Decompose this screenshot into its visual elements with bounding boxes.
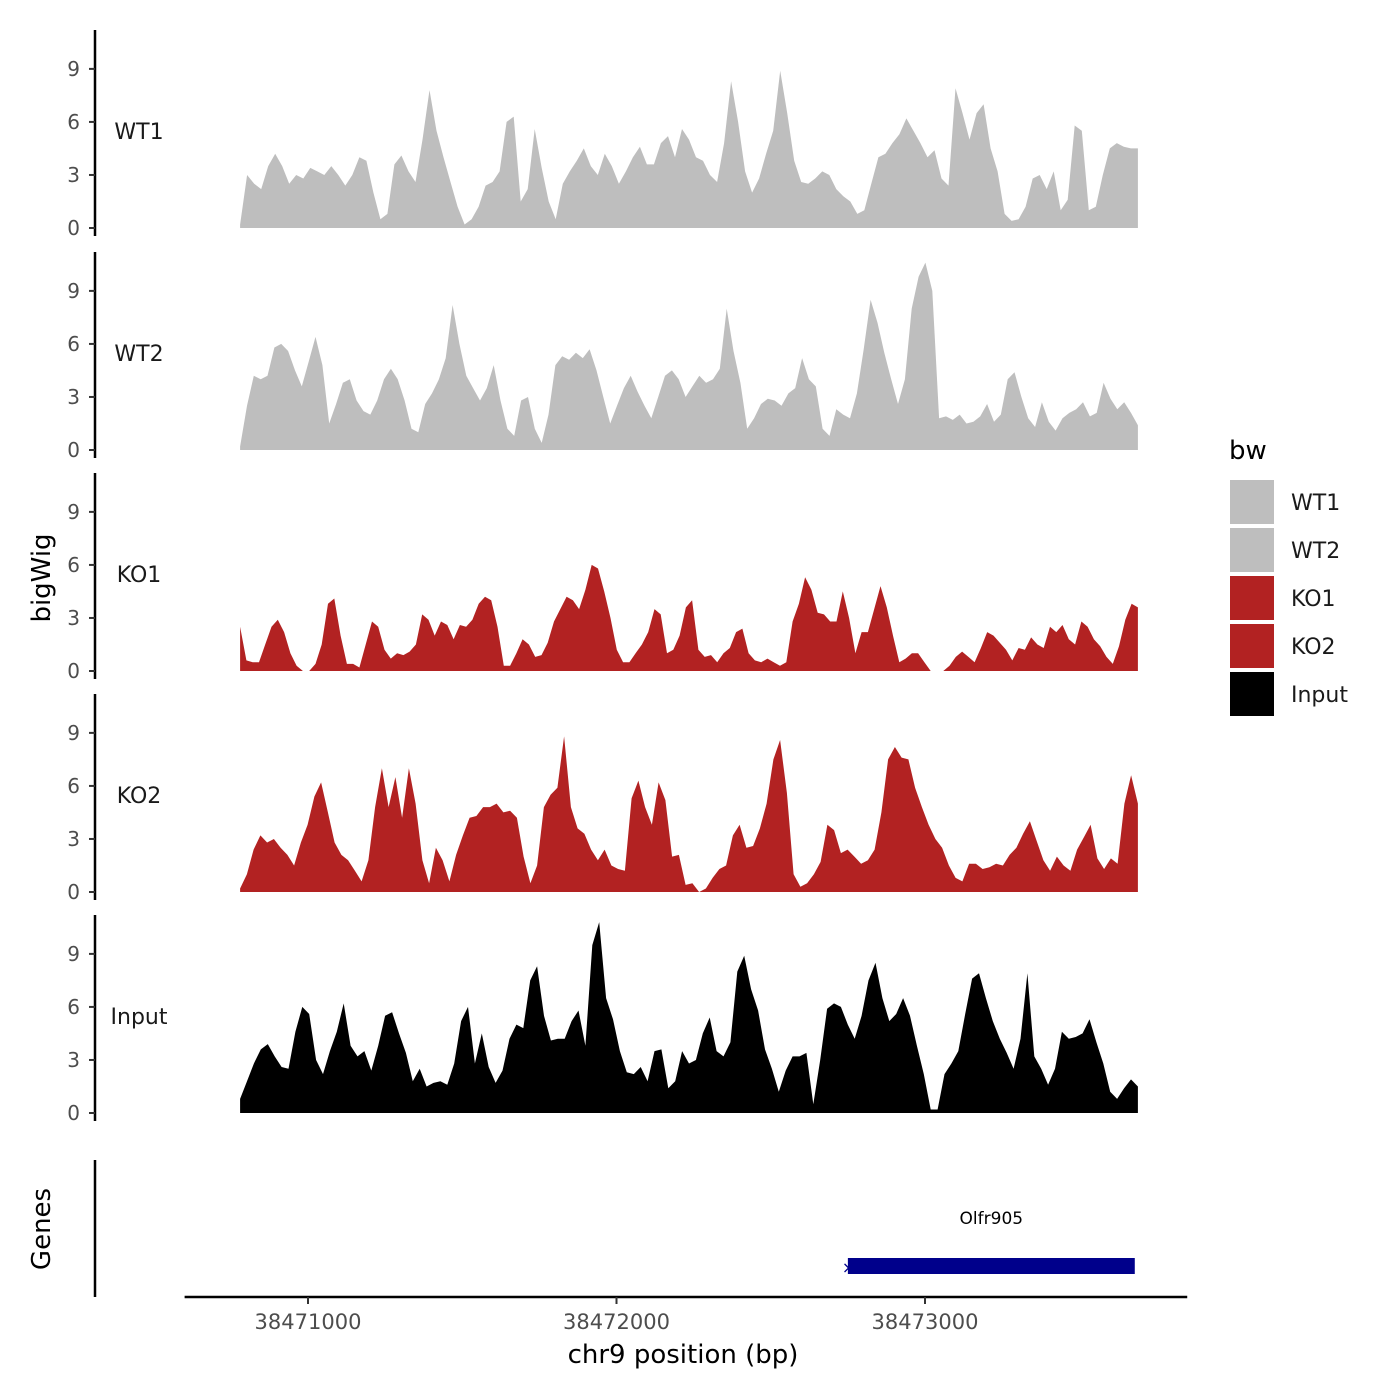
x-tick-label-0: 38471000 [255, 1310, 362, 1334]
y-tick-label-ko2-6: 6 [67, 774, 80, 798]
y-tick-label-ko1-6: 6 [67, 553, 80, 577]
y-tick-label-ko2-3: 3 [67, 827, 80, 851]
gene-strand-marker: × [842, 1258, 855, 1277]
track-ko1: 0 3 6 9 KO1 [67, 473, 1138, 683]
legend-swatch-wt1 [1230, 480, 1274, 524]
y-tick-label-wt2-0: 0 [67, 438, 80, 462]
area-wt2 [240, 262, 1138, 450]
track-wt1: 0 3 6 9 WT1 [67, 30, 1138, 240]
x-tick-label-1: 38472000 [563, 1310, 670, 1334]
y-tick-label-input-0: 0 [67, 1101, 80, 1125]
legend-label-ko1: KO1 [1291, 587, 1336, 612]
y-tick-label-input-6: 6 [67, 995, 80, 1019]
track-label-wt2: WT2 [114, 342, 163, 367]
y-tick-label-ko1-9: 9 [67, 500, 80, 524]
y-tick-label-wt1-3: 3 [67, 163, 80, 187]
y-tick-label-input-9: 9 [67, 942, 80, 966]
legend-label-wt2: WT2 [1291, 539, 1340, 564]
legend-title: bw [1229, 436, 1267, 466]
y-tick-label-ko1-0: 0 [67, 659, 80, 683]
y-tick-label-wt1-0: 0 [67, 216, 80, 240]
y-tick-label-wt2-3: 3 [67, 385, 80, 409]
y-tick-label-ko2-9: 9 [67, 721, 80, 745]
y-tick-label-ko2-0: 0 [67, 880, 80, 904]
area-input [240, 922, 1138, 1113]
genes-axis-label: Genes [27, 1188, 57, 1270]
y-tick-label-wt2-6: 6 [67, 332, 80, 356]
x-tick-label-2: 38473000 [872, 1310, 979, 1334]
y-axis-label: bigWig [27, 533, 57, 622]
track-wt2: 0 3 6 9 WT2 [67, 252, 1138, 462]
gene-body [847, 1258, 1135, 1274]
area-wt1 [240, 70, 1138, 228]
track-ko2: 0 3 6 9 KO2 [67, 694, 1138, 904]
y-tick-label-input-3: 3 [67, 1048, 80, 1072]
track-label-ko1: KO1 [117, 563, 162, 588]
track-label-wt1: WT1 [114, 120, 163, 145]
y-tick-label-wt2-9: 9 [67, 279, 80, 303]
gene-label: Olfr905 [960, 1209, 1024, 1229]
y-tick-label-wt1-9: 9 [67, 57, 80, 81]
legend-swatch-ko1 [1230, 576, 1274, 620]
x-axis: 38471000 38472000 38473000 [184, 1295, 1188, 1334]
track-label-input: Input [111, 1005, 168, 1030]
legend-swatch-wt2 [1230, 528, 1274, 572]
tracks-layer: 0 3 6 9 WT1 0 3 6 9 WT2 0 3 6 9 KO1 0 3 6 9 KO2 0 3 6 9 Input [67, 30, 1138, 1125]
x-axis-label: chr9 position (bp) [568, 1340, 799, 1370]
legend-swatch-ko2 [1230, 624, 1274, 668]
legend: bw WT1 WT2 KO1 KO2 Input [1229, 436, 1348, 716]
y-tick-label-wt1-6: 6 [67, 110, 80, 134]
legend-label-ko2: KO2 [1291, 635, 1336, 660]
legend-swatch-input [1230, 672, 1274, 716]
y-tick-label-ko1-3: 3 [67, 606, 80, 630]
track-label-ko2: KO2 [117, 784, 162, 809]
legend-label-wt1: WT1 [1291, 491, 1340, 516]
area-ko2 [240, 736, 1138, 892]
track-input: 0 3 6 9 Input [67, 915, 1138, 1125]
gene-panel: × Olfr905 [93, 1160, 1135, 1297]
area-ko1 [240, 564, 1138, 671]
legend-label-input: Input [1291, 683, 1348, 708]
